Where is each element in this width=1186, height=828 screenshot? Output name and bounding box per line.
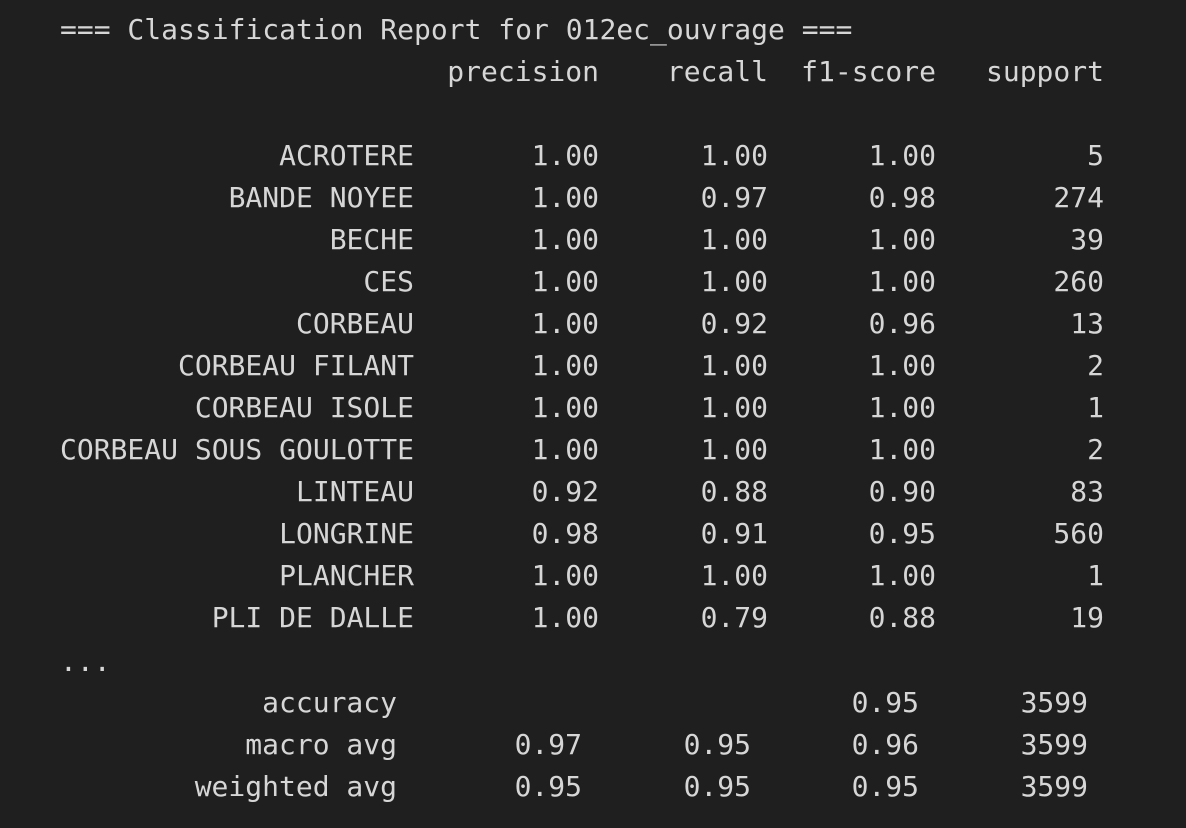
row-label: CORBEAU SOUS GOULOTTE bbox=[59, 433, 414, 466]
row-support: 260 bbox=[1053, 265, 1104, 298]
row-f1-score: 0.95 bbox=[868, 517, 936, 550]
row-precision: 1.00 bbox=[531, 265, 599, 298]
row-recall: 0.92 bbox=[700, 307, 768, 340]
row-support: 2 bbox=[1087, 433, 1104, 466]
row-support: 39 bbox=[1070, 223, 1104, 256]
row-recall: 0.88 bbox=[700, 475, 768, 508]
row-f1-score: 0.95 bbox=[851, 686, 919, 719]
row-label: macro avg bbox=[245, 728, 397, 761]
row-label: BECHE bbox=[329, 223, 414, 256]
row-precision: 1.00 bbox=[531, 559, 599, 592]
row-support: 1 bbox=[1087, 391, 1104, 424]
row-recall: 1.00 bbox=[700, 391, 768, 424]
row-label: LONGRINE bbox=[279, 517, 414, 550]
header-precision: precision bbox=[447, 55, 599, 88]
ellipsis: ... bbox=[60, 645, 111, 678]
row-f1-score: 0.96 bbox=[851, 728, 919, 761]
header-support: support bbox=[985, 55, 1104, 88]
row-precision: 1.00 bbox=[531, 307, 599, 340]
row-label: CORBEAU FILANT bbox=[177, 349, 414, 382]
row-support: 2 bbox=[1087, 349, 1104, 382]
row-label: CORBEAU ISOLE bbox=[194, 391, 414, 424]
row-f1-score: 1.00 bbox=[868, 349, 936, 382]
row-precision: 1.00 bbox=[531, 601, 599, 634]
row-precision: 1.00 bbox=[531, 391, 599, 424]
row-recall: 0.79 bbox=[700, 601, 768, 634]
row-f1-score: 1.00 bbox=[868, 139, 936, 172]
header-row: precision recall f1-score support bbox=[0, 54, 1104, 90]
row-label: LINTEAU bbox=[295, 475, 414, 508]
row-f1-score: 0.95 bbox=[851, 770, 919, 803]
row-support: 274 bbox=[1053, 181, 1104, 214]
row-label: CES bbox=[363, 265, 414, 298]
row-f1-score: 0.88 bbox=[868, 601, 936, 634]
row-precision: 1.00 bbox=[531, 349, 599, 382]
row-recall: 1.00 bbox=[700, 223, 768, 256]
row-f1-score: 1.00 bbox=[868, 433, 936, 466]
row-support: 3599 bbox=[1020, 770, 1088, 803]
row-recall: 0.97 bbox=[700, 181, 768, 214]
row-support: 3599 bbox=[1020, 728, 1088, 761]
row-f1-score: 0.98 bbox=[868, 181, 936, 214]
row-support: 83 bbox=[1070, 475, 1104, 508]
row-label: BANDE NOYEE bbox=[228, 181, 414, 214]
row-f1-score: 1.00 bbox=[868, 223, 936, 256]
row-precision: 0.98 bbox=[531, 517, 599, 550]
row-f1-score: 1.00 bbox=[868, 265, 936, 298]
row-label: ACROTERE bbox=[279, 139, 414, 172]
row-recall: 0.95 bbox=[683, 728, 751, 761]
row-precision: 0.95 bbox=[514, 770, 582, 803]
row-f1-score: 0.90 bbox=[868, 475, 936, 508]
report-title-line: === Classification Report for 012ec_ouvr… bbox=[0, 12, 852, 48]
row-label: PLI DE DALLE bbox=[211, 601, 414, 634]
row-support: 1 bbox=[1087, 559, 1104, 592]
row-recall: 1.00 bbox=[700, 139, 768, 172]
row-recall: 0.91 bbox=[700, 517, 768, 550]
row-precision: 0.92 bbox=[531, 475, 599, 508]
report-title: === Classification Report for 012ec_ouvr… bbox=[60, 13, 853, 46]
row-label: CORBEAU bbox=[295, 307, 414, 340]
row-f1-score: 0.96 bbox=[868, 307, 936, 340]
ellipsis-line: ... bbox=[0, 644, 111, 680]
row-recall: 1.00 bbox=[700, 433, 768, 466]
row-recall: 1.00 bbox=[700, 349, 768, 382]
row-precision: 1.00 bbox=[531, 139, 599, 172]
row-f1-score: 1.00 bbox=[868, 391, 936, 424]
row-support: 19 bbox=[1070, 601, 1104, 634]
header-f1-score: f1-score bbox=[801, 55, 936, 88]
row-precision: 0.97 bbox=[514, 728, 582, 761]
row-label: PLANCHER bbox=[279, 559, 414, 592]
row-support: 13 bbox=[1070, 307, 1104, 340]
row-support: 560 bbox=[1053, 517, 1104, 550]
row-precision: 1.00 bbox=[531, 181, 599, 214]
row-support: 5 bbox=[1087, 139, 1104, 172]
row-f1-score: 1.00 bbox=[868, 559, 936, 592]
row-recall: 0.95 bbox=[683, 770, 751, 803]
header-recall: recall bbox=[666, 55, 768, 88]
row-label: accuracy bbox=[262, 686, 397, 719]
row-recall: 1.00 bbox=[700, 559, 768, 592]
row-support: 3599 bbox=[1020, 686, 1088, 719]
row-precision: 1.00 bbox=[531, 433, 599, 466]
row-recall: 1.00 bbox=[700, 265, 768, 298]
row-precision: 1.00 bbox=[531, 223, 599, 256]
row-label: weighted avg bbox=[194, 770, 397, 803]
